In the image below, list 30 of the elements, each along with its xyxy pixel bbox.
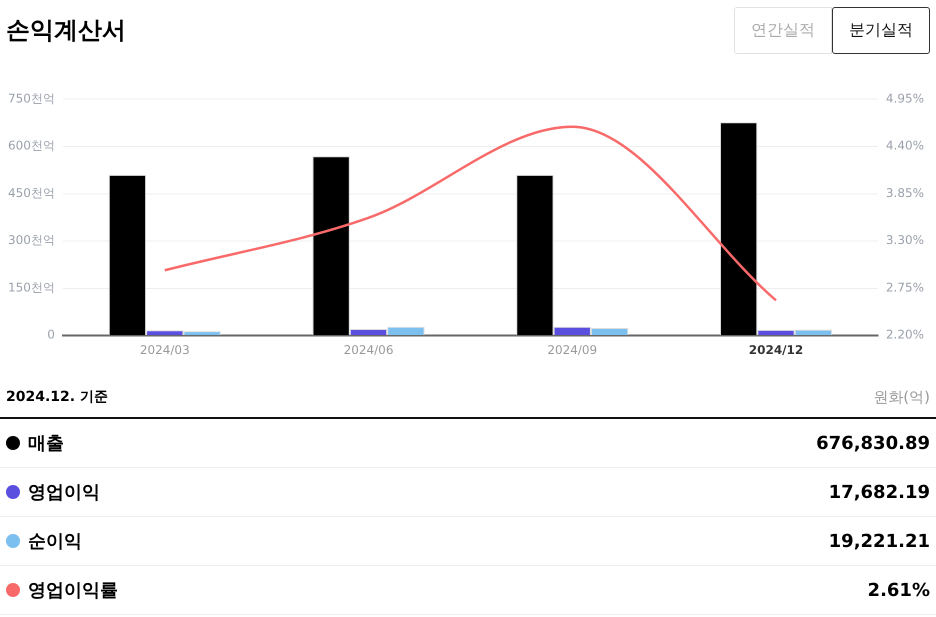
y2-tick-label: 4.40% [886,138,924,153]
text: 2.61% [868,580,930,600]
text: 17,682.19 [828,482,930,502]
text: 676,830.89 [816,432,930,454]
y-tick-label: 600천억 [8,138,55,153]
x-tick-label: 2024/12 [748,342,804,357]
text: 원화(억) [873,388,930,407]
legend-label: 매출 [27,432,64,455]
text: 19,221.21 [828,530,930,552]
legend-label: 순이익 [27,530,82,553]
x-tick-label: 2024/09 [547,342,598,357]
text: 연간실적 [734,6,832,54]
chart-title: 손익계산서 [5,15,126,46]
text: 2024.12. 기준 [6,388,108,407]
x-tick-label: 2024/03 [140,342,190,357]
y2-tick-label: 3.30% [886,233,924,248]
y-tick-label: 150천억 [8,280,55,294]
y-tick-label: 0 [47,328,55,342]
y2-tick-label: 2.20% [886,328,924,342]
legend-label: 영업이익률 [27,579,118,602]
line-series [164,125,778,302]
y2-tick-label: 2.75% [886,280,924,294]
y2-tick-label: 4.95% [886,91,924,106]
y2-tick-label: 3.85% [886,186,924,200]
y-tick-label: 750천억 [8,91,55,106]
x-tick-label: 2024/06 [344,342,394,357]
legend-label: 영업이익 [27,481,100,504]
y-tick-label: 450천억 [8,186,55,200]
y-tick-label: 300천억 [8,233,55,248]
text: 분기실적 [832,6,930,54]
